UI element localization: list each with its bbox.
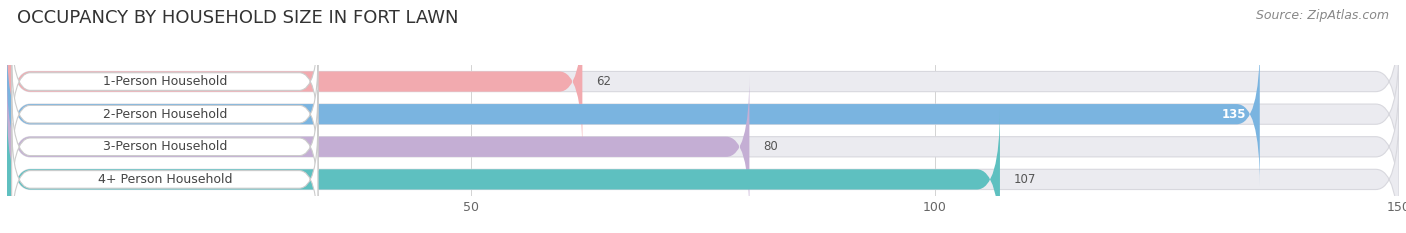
Text: 4+ Person Household: 4+ Person Household [97,173,232,186]
Text: 2-Person Household: 2-Person Household [103,108,226,121]
FancyBboxPatch shape [7,108,1399,233]
FancyBboxPatch shape [11,123,318,233]
Text: Source: ZipAtlas.com: Source: ZipAtlas.com [1256,9,1389,22]
FancyBboxPatch shape [11,90,318,203]
Text: 80: 80 [763,140,778,153]
FancyBboxPatch shape [7,43,1260,186]
FancyBboxPatch shape [7,75,749,218]
FancyBboxPatch shape [7,10,582,153]
FancyBboxPatch shape [7,10,1399,153]
FancyBboxPatch shape [7,108,1000,233]
Text: 62: 62 [596,75,612,88]
Text: 1-Person Household: 1-Person Household [103,75,226,88]
FancyBboxPatch shape [11,25,318,138]
Text: 107: 107 [1014,173,1036,186]
FancyBboxPatch shape [7,75,1399,218]
Text: 135: 135 [1222,108,1246,121]
FancyBboxPatch shape [11,58,318,171]
Text: 3-Person Household: 3-Person Household [103,140,226,153]
Text: OCCUPANCY BY HOUSEHOLD SIZE IN FORT LAWN: OCCUPANCY BY HOUSEHOLD SIZE IN FORT LAWN [17,9,458,27]
FancyBboxPatch shape [7,43,1399,186]
